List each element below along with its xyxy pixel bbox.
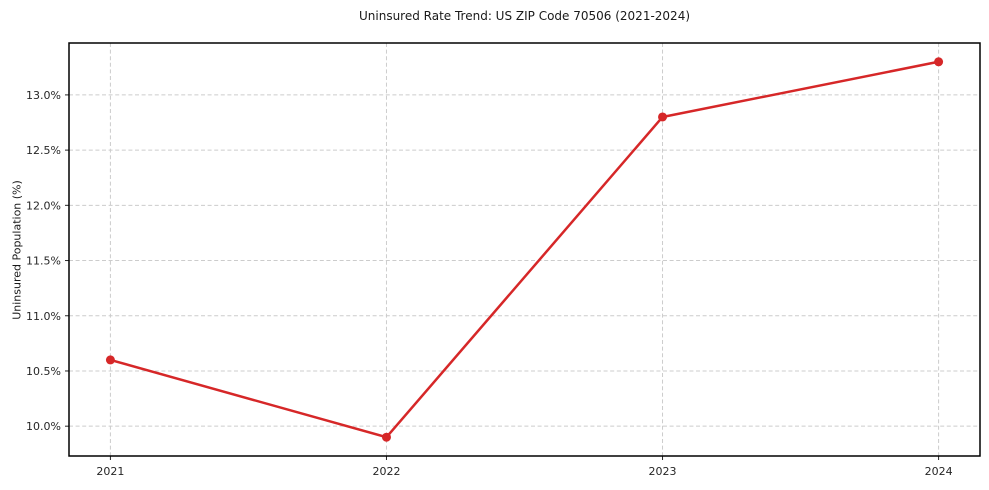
- x-tick-label: 2024: [925, 465, 953, 478]
- trend-line: [109, 60, 940, 439]
- x-tick-label: 2022: [372, 465, 400, 478]
- y-tick-label: 12.0%: [26, 199, 61, 212]
- chart-title: Uninsured Rate Trend: US ZIP Code 70506 …: [358, 9, 691, 23]
- y-tick-label: 13.0%: [26, 89, 61, 102]
- y-tick-label: 11.5%: [26, 255, 61, 268]
- data-point-marker: [934, 57, 944, 67]
- data-point-marker: [105, 355, 115, 365]
- x-tick-label: 2023: [649, 465, 677, 478]
- y-tick-label: 10.5%: [26, 365, 61, 378]
- y-tick-label: 12.5%: [26, 144, 61, 157]
- x-tick-label: 2021: [96, 465, 124, 478]
- y-tick-label: 10.0%: [26, 420, 61, 433]
- data-point-marker: [381, 432, 391, 442]
- y-tick-label: 11.0%: [26, 310, 61, 323]
- plot-border: [68, 42, 981, 457]
- data-point-marker: [658, 112, 668, 122]
